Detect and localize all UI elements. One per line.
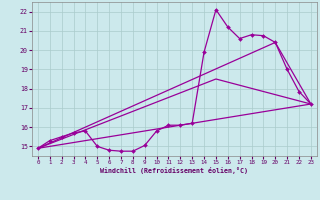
X-axis label: Windchill (Refroidissement éolien,°C): Windchill (Refroidissement éolien,°C) [100, 167, 248, 174]
